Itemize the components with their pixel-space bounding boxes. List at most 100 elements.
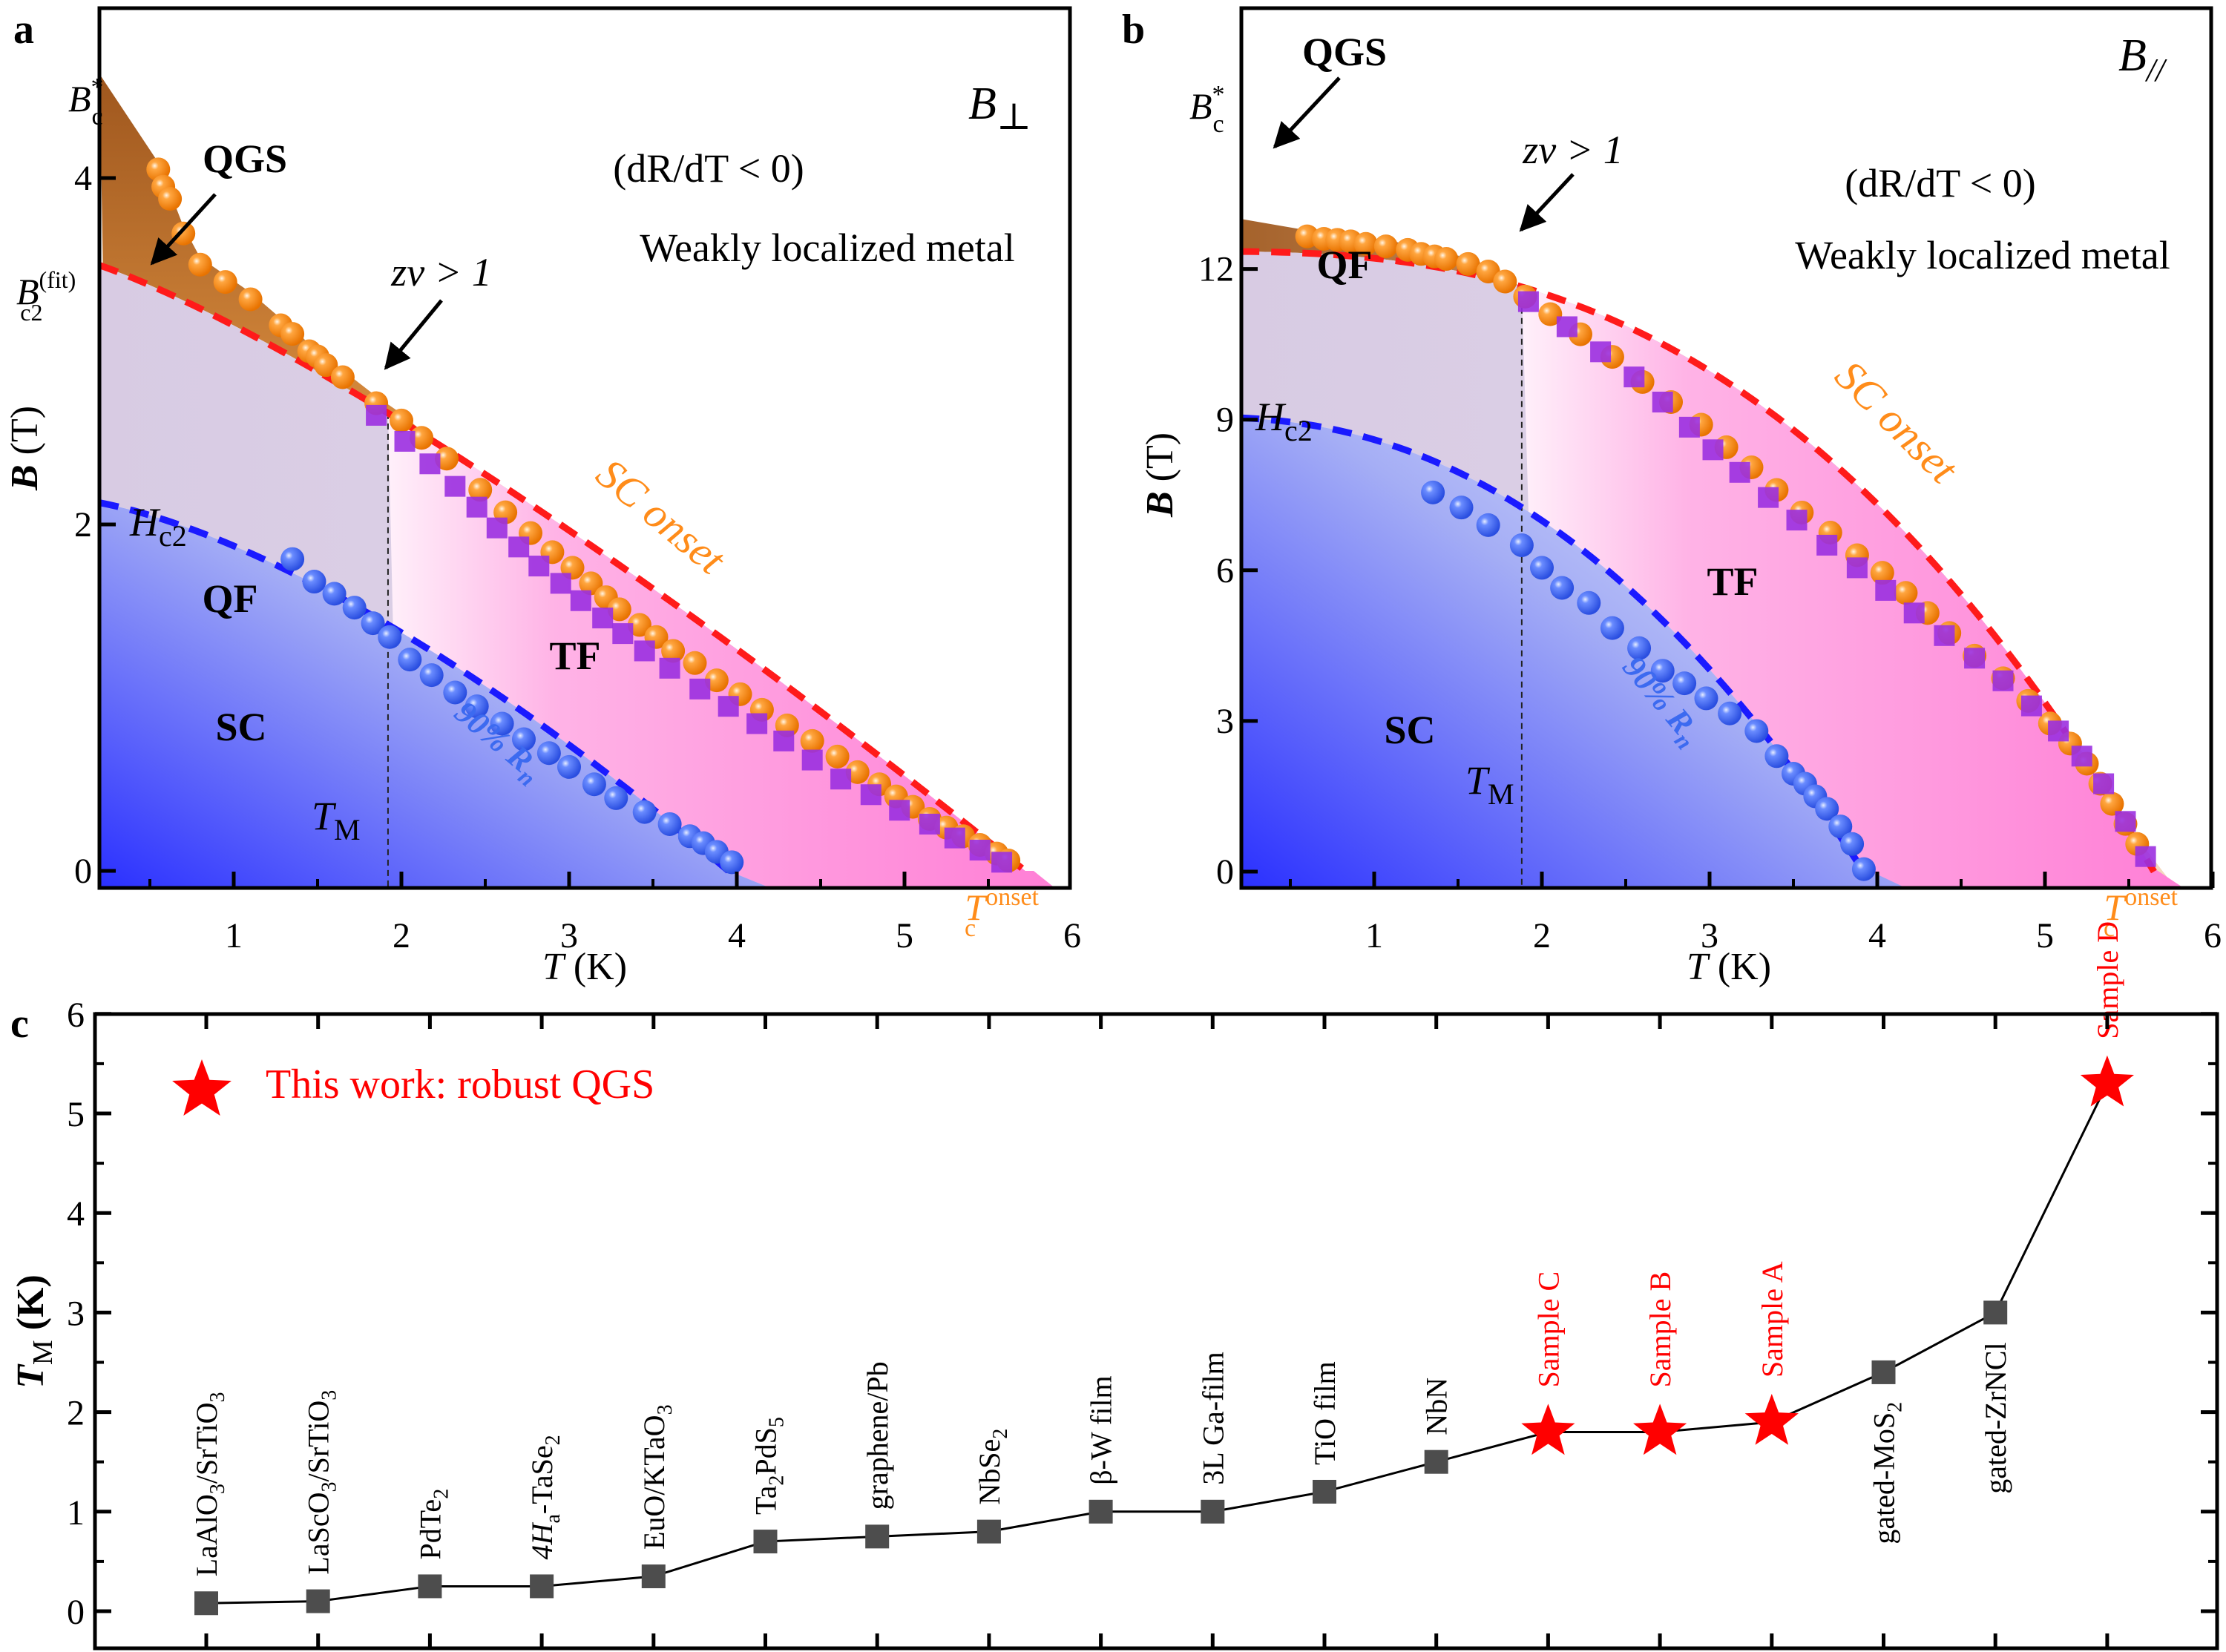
r90-point — [1840, 832, 1865, 856]
onset-circle-point — [1894, 581, 1918, 605]
tc-onset-label-a: Tonset c — [965, 883, 1040, 942]
onset-square-point — [1517, 291, 1539, 312]
fit-curves-a — [99, 262, 1025, 888]
r90-point — [342, 596, 367, 620]
onset-square-point — [944, 827, 965, 849]
x-axis-title-b: T (K) — [1687, 946, 1771, 988]
onset-circle-point — [238, 287, 263, 312]
y-tick-label: 5 — [67, 1095, 85, 1134]
onset-square-point — [1623, 366, 1645, 388]
onset-square-point — [969, 839, 991, 860]
category-label: gated-MoS2 — [1868, 1402, 1907, 1544]
onset-circle-point — [213, 270, 237, 294]
axis-ticks-a: 1 2 3 4 5 6 0 2 4 — [74, 159, 1081, 955]
category-label: Ta2PdS5 — [749, 1417, 789, 1515]
hc2-label-b: Hc2 — [1255, 395, 1313, 447]
onset-square-point — [2020, 695, 2042, 717]
onset-square-point — [991, 852, 1013, 873]
onset-square-point — [1816, 534, 1838, 556]
y-tick-label: 12 — [1198, 250, 1234, 289]
category-label: TiO film — [1308, 1361, 1342, 1465]
qf-label-a: QF — [203, 576, 258, 621]
onset-circle-point — [188, 252, 212, 277]
legend-c: This work: robust QGS — [172, 1059, 654, 1116]
y-tick-label: 0 — [74, 852, 92, 891]
onset-square-point — [592, 608, 614, 629]
sc-label-b: SC — [1384, 708, 1435, 752]
metal-label-b: Weakly localized metal — [1795, 233, 2170, 277]
sc-label-a: SC — [215, 705, 266, 749]
reference-square-point — [753, 1530, 778, 1554]
x-tick-label: 4 — [728, 916, 746, 955]
onset-square-point — [634, 640, 655, 662]
onset-circle-point — [1493, 269, 1517, 294]
r90-point — [1476, 513, 1500, 537]
reference-square-point — [194, 1591, 218, 1616]
panel-letter-c: c — [10, 1001, 29, 1047]
x-tick-label: 2 — [1533, 916, 1551, 955]
category-label: 3L Ga-film — [1196, 1352, 1229, 1485]
onset-square-point — [1786, 510, 1808, 531]
reference-square-point — [418, 1574, 442, 1599]
x-tick-label: 6 — [2204, 916, 2222, 955]
onset-square-point — [444, 475, 466, 497]
plot-frame-c — [93, 1012, 2219, 1651]
qf-label-b: QF — [1317, 243, 1373, 287]
tf-label-b: TF — [1707, 559, 1758, 604]
x-tick-label: 1 — [225, 916, 243, 955]
r90-point — [398, 648, 422, 672]
r90-point — [1449, 496, 1474, 520]
this-work-star-point — [1521, 1403, 1575, 1455]
onset-circle-point — [410, 426, 434, 450]
hc2-fit-curve — [1241, 414, 1864, 869]
onset-circle-point — [627, 613, 651, 637]
onset-square-point — [659, 657, 680, 679]
axis-ticks-c: 0 1 2 3 4 5 6 — [67, 996, 2217, 1648]
category-label: NbN — [1420, 1378, 1454, 1435]
category-label: gated-ZrNCl — [1979, 1342, 2012, 1493]
onset-square-point — [2048, 720, 2069, 742]
category-label: 4Ha-TaSe2 — [525, 1435, 565, 1559]
onset-circle-point — [1538, 302, 1563, 326]
y-tick-label: 2 — [67, 1394, 85, 1433]
onset-square-point — [612, 623, 634, 645]
y-axis-title-a: B (T) — [4, 406, 46, 491]
tm-label-b: TM — [1465, 758, 1514, 811]
category-label: PdTe2 — [413, 1489, 453, 1560]
y-tick-label: 3 — [1216, 702, 1234, 741]
onset-square-point — [570, 590, 591, 611]
category-label: NbSe2 — [973, 1429, 1012, 1505]
zv-arrow-a — [384, 299, 443, 370]
r90-point — [322, 582, 347, 606]
onset-square-point — [2093, 773, 2115, 794]
r90-point — [378, 625, 402, 649]
x-tick-label: 3 — [560, 916, 578, 955]
onset-circle-point — [845, 760, 870, 784]
onset-square-point — [1556, 316, 1577, 338]
onset-square-point — [486, 517, 508, 539]
x-tick-label: 3 — [1701, 916, 1718, 955]
y-axis-title-b: B (T) — [1139, 432, 1181, 518]
x-tick-label: 1 — [1365, 916, 1383, 955]
data-points-b — [1295, 224, 2156, 881]
r90-point — [1815, 797, 1839, 821]
onset-circle-point — [1434, 247, 1459, 272]
category-label: Sample B — [1644, 1271, 1677, 1388]
regime-label-b: (dR/dT < 0) — [1845, 161, 2035, 205]
bc-star-label-b: B* c — [1189, 81, 1225, 138]
tf-region — [387, 412, 1055, 888]
onset-circle-point — [435, 447, 459, 471]
r90-point — [582, 772, 606, 797]
qgs-arrow-a — [150, 193, 217, 266]
y-tick-label: 4 — [74, 159, 92, 198]
onset-circle-point — [171, 221, 196, 246]
r90-point — [1509, 533, 1534, 557]
onset-square-point — [1758, 487, 1779, 508]
this-work-star-point — [1633, 1403, 1687, 1455]
category-label: graphene/Pb — [861, 1361, 894, 1510]
onset-square-point — [1678, 416, 1700, 438]
data-points-c — [194, 1055, 2134, 1616]
y-tick-label: 2 — [74, 505, 92, 544]
y-tick-label: 6 — [1216, 551, 1234, 590]
